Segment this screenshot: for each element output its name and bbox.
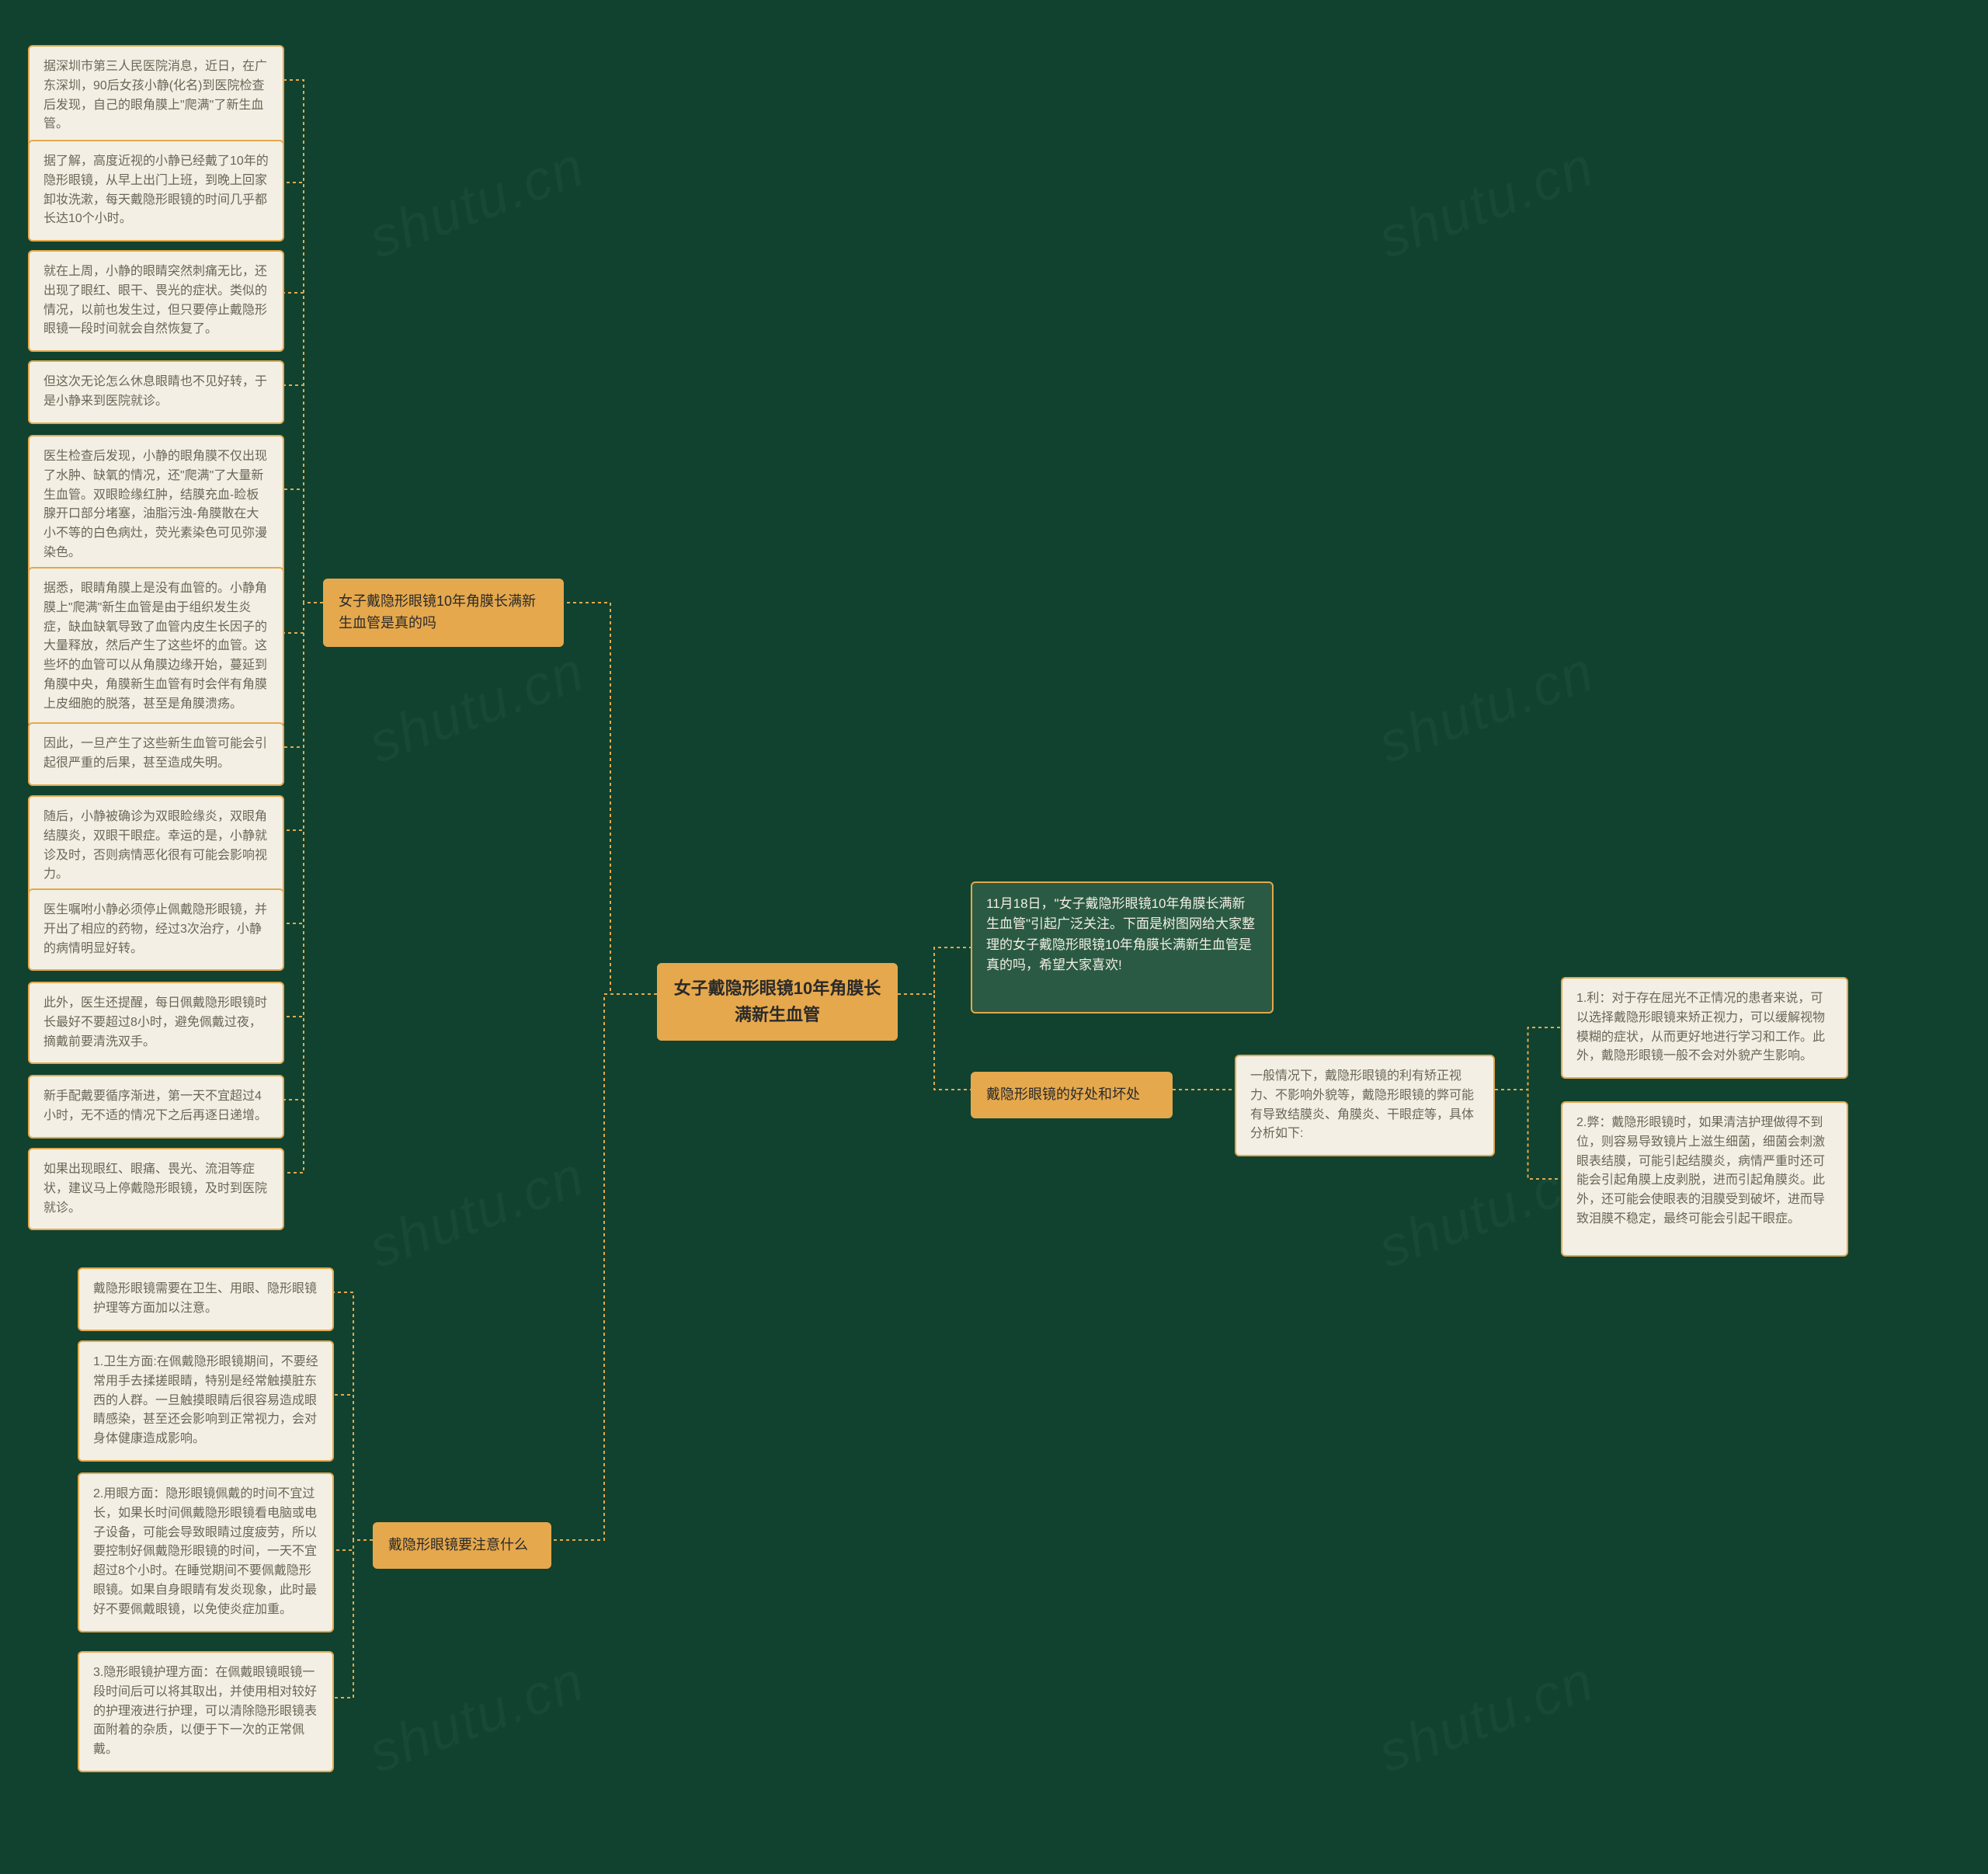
- node-l9[interactable]: 医生嘱咐小静必须停止佩戴隐形眼镜，并开出了相应的药物，经过3次治疗，小静的病情明…: [28, 888, 284, 971]
- node-l10[interactable]: 此外，医生还提醒，每日佩戴隐形眼镜时长最好不要超过8小时，避免佩戴过夜，摘戴前要…: [28, 982, 284, 1064]
- connector: [284, 80, 323, 603]
- connector: [898, 947, 971, 994]
- node-b1[interactable]: 女子戴隐形眼镜10年角膜长满新生血管是真的吗: [323, 579, 564, 647]
- connector: [334, 1292, 373, 1540]
- connector: [284, 293, 323, 603]
- mindmap-canvas: shutu.cn shutu.cn shutu.cn shutu.cn shutu.cn…: [0, 0, 1988, 1874]
- watermark: shutu.cn: [361, 1144, 593, 1281]
- connector: [334, 1395, 373, 1540]
- node-b2l2[interactable]: 2.弊：戴隐形眼镜时，如果清洁护理做得不到位，则容易导致镜片上滋生细菌，细菌会刺…: [1561, 1101, 1848, 1257]
- connector: [284, 489, 323, 603]
- connector: [284, 603, 323, 1100]
- watermark: shutu.cn: [1371, 134, 1603, 271]
- node-n4[interactable]: 3.隐形眼镜护理方面：在佩戴眼镜眼镜一段时间后可以将其取出，并使用相对较好的护理…: [78, 1651, 334, 1772]
- connector: [284, 603, 323, 633]
- watermark: shutu.cn: [361, 1649, 593, 1785]
- connector: [1495, 1027, 1561, 1090]
- node-l4[interactable]: 但这次无论怎么休息眼睛也不见好转，于是小静来到医院就诊。: [28, 360, 284, 424]
- node-b2[interactable]: 戴隐形眼镜的好处和坏处: [971, 1072, 1173, 1118]
- node-b2l1[interactable]: 1.利：对于存在屈光不正情况的患者来说，可以选择戴隐形眼镜来矫正视力，可以缓解视…: [1561, 977, 1848, 1079]
- node-l12[interactable]: 如果出现眼红、眼痛、畏光、流泪等症状，建议马上停戴隐形眼镜，及时到医院就诊。: [28, 1148, 284, 1230]
- connector: [284, 603, 323, 1173]
- connector: [564, 603, 657, 994]
- node-l3[interactable]: 就在上周，小静的眼睛突然刺痛无比，还出现了眼红、眼干、畏光的症状。类似的情况，以…: [28, 250, 284, 352]
- node-l1[interactable]: 据深圳市第三人民医院消息，近日，在广东深圳，90后女孩小静(化名)到医院检查后发…: [28, 45, 284, 147]
- node-l7[interactable]: 因此，一旦产生了这些新生血管可能会引起很严重的后果，甚至造成失明。: [28, 722, 284, 786]
- connector: [284, 603, 323, 747]
- watermark: shutu.cn: [361, 134, 593, 271]
- node-b3[interactable]: 戴隐形眼镜要注意什么: [373, 1522, 551, 1569]
- node-n2[interactable]: 1.卫生方面:在佩戴隐形眼镜期间，不要经常用手去揉搓眼睛，特别是经常触摸脏东西的…: [78, 1340, 334, 1462]
- node-n3[interactable]: 2.用眼方面：隐形眼镜佩戴的时间不宜过长，如果长时间佩戴隐形眼镜看电脑或电子设备…: [78, 1472, 334, 1632]
- connector: [334, 1540, 373, 1698]
- node-l11[interactable]: 新手配戴要循序渐进，第一天不宜超过4小时，无不适的情况下之后再逐日递增。: [28, 1075, 284, 1139]
- connector: [284, 603, 323, 1017]
- connector: [284, 385, 323, 603]
- connector: [334, 1540, 373, 1550]
- watermark: shutu.cn: [1371, 1649, 1603, 1785]
- node-intro[interactable]: 11月18日，"女子戴隐形眼镜10年角膜长满新生血管"引起广泛关注。下面是树图网…: [971, 881, 1274, 1013]
- node-l5[interactable]: 医生检查后发现，小静的眼角膜不仅出现了水肿、缺氧的情况，还"爬满"了大量新生血管…: [28, 435, 284, 575]
- connector: [284, 603, 323, 830]
- connector: [284, 183, 323, 603]
- node-n1[interactable]: 戴隐形眼镜需要在卫生、用眼、隐形眼镜护理等方面加以注意。: [78, 1267, 334, 1331]
- node-b2s[interactable]: 一般情况下，戴隐形眼镜的利有矫正视力、不影响外貌等，戴隐形眼镜的弊可能有导致结膜…: [1235, 1055, 1495, 1156]
- connector: [1495, 1090, 1561, 1179]
- node-l8[interactable]: 随后，小静被确诊为双眼睑缘炎，双眼角结膜炎，双眼干眼症。幸运的是，小静就诊及时，…: [28, 795, 284, 897]
- node-l2[interactable]: 据了解，高度近视的小静已经戴了10年的隐形眼镜，从早上出门上班，到晚上回家卸妆洗…: [28, 140, 284, 242]
- connector: [284, 603, 323, 923]
- node-root[interactable]: 女子戴隐形眼镜10年角膜长满新生血管: [657, 963, 898, 1041]
- connector: [898, 994, 971, 1090]
- watermark: shutu.cn: [1371, 639, 1603, 776]
- watermark: shutu.cn: [361, 639, 593, 776]
- connector: [551, 994, 657, 1540]
- node-l6[interactable]: 据悉，眼睛角膜上是没有血管的。小静角膜上"爬满"新生血管是由于组织发生炎症，缺血…: [28, 567, 284, 727]
